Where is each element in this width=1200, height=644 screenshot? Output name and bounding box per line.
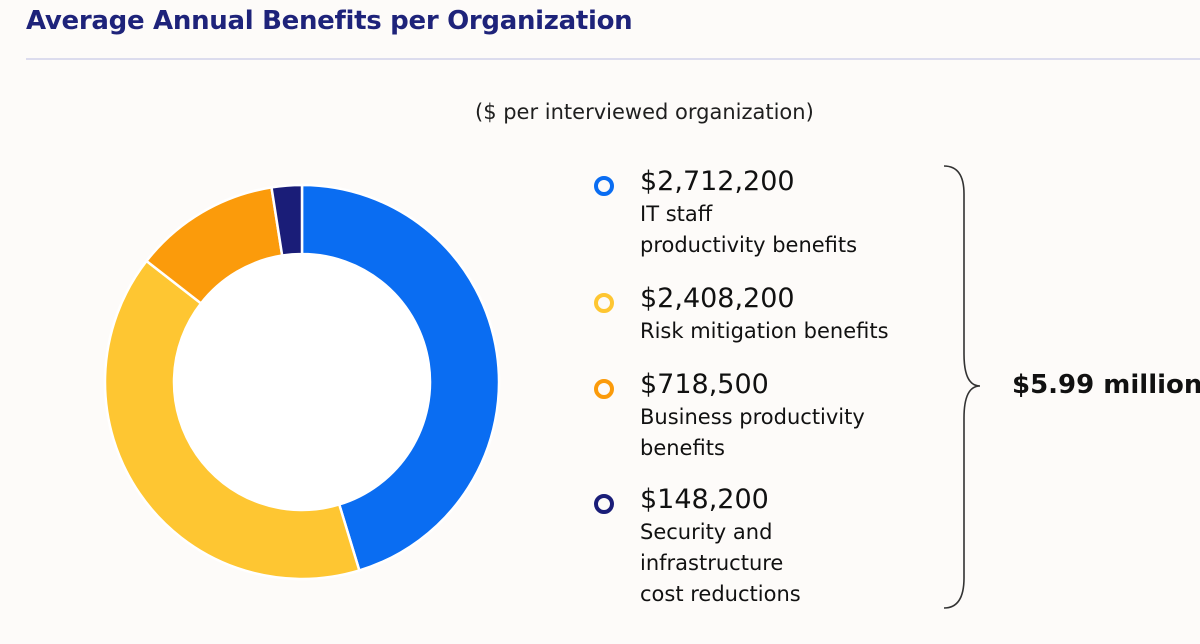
donut-hole <box>175 255 429 509</box>
legend-label: Security and <box>640 520 773 544</box>
legend-label: cost reductions <box>640 582 801 606</box>
legend-marker-icon <box>594 293 614 313</box>
donut-slice-2 <box>103 259 361 581</box>
donut-chart <box>103 183 501 581</box>
legend-label: infrastructure <box>640 551 784 575</box>
legend-value: $718,500 <box>640 369 769 400</box>
legend-label: Risk mitigation benefits <box>640 319 889 343</box>
legend-value: $2,712,200 <box>640 166 795 197</box>
legend-label: productivity benefits <box>640 233 858 257</box>
total-brace <box>943 165 980 609</box>
legend-label: Business productivity <box>640 405 865 429</box>
legend-value: $148,200 <box>640 484 769 515</box>
total-value: $5.99 million <box>1012 370 1200 400</box>
chart-subtitle: ($ per interviewed organization) <box>475 100 814 124</box>
title-divider <box>26 58 1200 60</box>
legend-value: $2,408,200 <box>640 283 795 314</box>
legend-label: benefits <box>640 436 725 460</box>
legend-label: IT staff <box>640 202 713 226</box>
legend-marker-icon <box>594 176 614 196</box>
donut-slice-4 <box>270 183 304 257</box>
legend-marker-icon <box>594 379 614 399</box>
chart-title: Average Annual Benefits per Organization <box>26 6 633 36</box>
legend-marker-icon <box>594 494 614 514</box>
donut-slice-1 <box>300 183 501 573</box>
